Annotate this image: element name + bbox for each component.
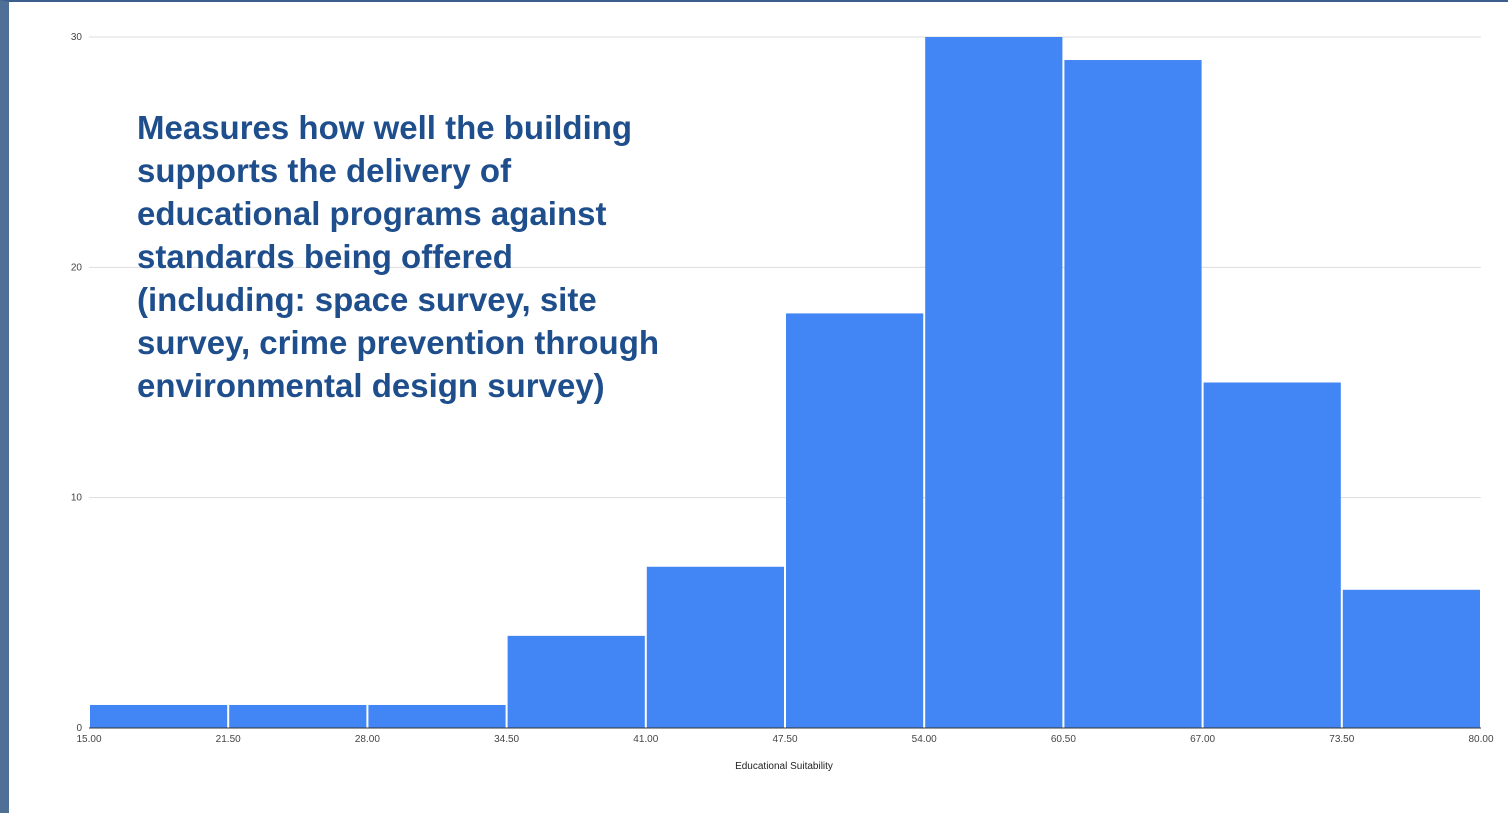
histogram-chart: 0 10 20 30 15.00 21.50 28.00 34.50 41.00 47.50 54… xyxy=(71,32,1494,772)
x-tick-label: 67.00 xyxy=(1190,734,1215,745)
x-tick-label: 21.50 xyxy=(216,734,241,745)
annotation-text: Measures how well the building supports … xyxy=(137,109,660,404)
y-tick-labels: 0 10 20 30 xyxy=(71,32,83,734)
x-tick-labels: 15.00 21.50 28.00 34.50 41.00 47.50 54.00 60.50… xyxy=(76,734,1493,745)
x-tick-label: 80.00 xyxy=(1468,734,1493,745)
x-tick-label: 54.00 xyxy=(912,734,937,745)
x-tick-label: 34.50 xyxy=(494,734,519,745)
x-tick-label: 41.00 xyxy=(633,734,658,745)
histogram-bar-3 xyxy=(368,704,506,728)
x-axis-label: Educational Suitability xyxy=(735,761,833,772)
histogram-bar-7 xyxy=(925,37,1063,728)
y-tick-label: 30 xyxy=(71,32,83,43)
bars xyxy=(89,37,1481,729)
y-tick-label: 20 xyxy=(71,262,83,273)
y-tick-label: 10 xyxy=(71,493,83,504)
x-tick-label: 28.00 xyxy=(355,734,380,745)
x-tick-label: 15.00 xyxy=(76,734,101,745)
histogram-bar-8 xyxy=(1064,60,1202,729)
histogram-bar-10 xyxy=(1342,589,1480,728)
histogram-bar-6 xyxy=(786,313,924,728)
x-tick-label: 60.50 xyxy=(1051,734,1076,745)
x-tick-label: 73.50 xyxy=(1329,734,1354,745)
y-tick-label: 0 xyxy=(76,723,82,734)
histogram-bar-9 xyxy=(1203,382,1341,728)
x-tick-label: 47.50 xyxy=(772,734,797,745)
histogram-bar-1 xyxy=(90,704,228,728)
histogram-bar-5 xyxy=(646,566,784,728)
histogram-bar-2 xyxy=(229,704,367,728)
histogram-bar-4 xyxy=(507,635,645,728)
